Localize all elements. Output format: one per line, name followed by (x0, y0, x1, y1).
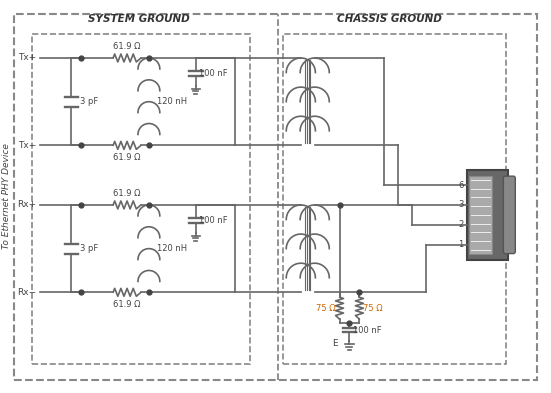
Bar (468, 176, 493, 253)
Bar (467, 170, 509, 259)
Text: 100 nF: 100 nF (198, 70, 227, 78)
Text: 3 pF: 3 pF (80, 97, 99, 106)
Text: 75 Ω: 75 Ω (363, 304, 383, 313)
Text: 120 nH: 120 nH (157, 244, 187, 253)
Text: CHASSIS GROUND: CHASSIS GROUND (337, 14, 442, 24)
Text: 100 nF: 100 nF (198, 216, 227, 225)
Text: Rx+: Rx+ (18, 200, 37, 209)
Text: 61.9 Ω: 61.9 Ω (114, 42, 141, 51)
Text: 75 Ω: 75 Ω (316, 304, 336, 313)
Text: 3 pF: 3 pF (80, 244, 99, 253)
Text: 6: 6 (458, 180, 463, 189)
Text: 2: 2 (458, 220, 463, 229)
Text: E: E (332, 340, 338, 349)
Text: SYSTEM GROUND: SYSTEM GROUND (88, 14, 190, 24)
Text: To Ethernet PHY Device: To Ethernet PHY Device (2, 143, 12, 249)
Text: 1: 1 (458, 240, 463, 249)
Text: 61.9 Ω: 61.9 Ω (114, 153, 141, 162)
Text: 61.9 Ω: 61.9 Ω (114, 300, 141, 309)
Text: Tx−: Tx− (18, 141, 37, 150)
FancyBboxPatch shape (504, 176, 515, 253)
Text: 3: 3 (458, 200, 463, 209)
Text: 100 nF: 100 nF (353, 325, 382, 334)
Text: 61.9 Ω: 61.9 Ω (114, 189, 141, 198)
FancyBboxPatch shape (14, 14, 537, 380)
Text: 120 nH: 120 nH (157, 97, 187, 106)
Text: Rx−: Rx− (18, 288, 37, 297)
Text: Tx+: Tx+ (18, 53, 37, 62)
